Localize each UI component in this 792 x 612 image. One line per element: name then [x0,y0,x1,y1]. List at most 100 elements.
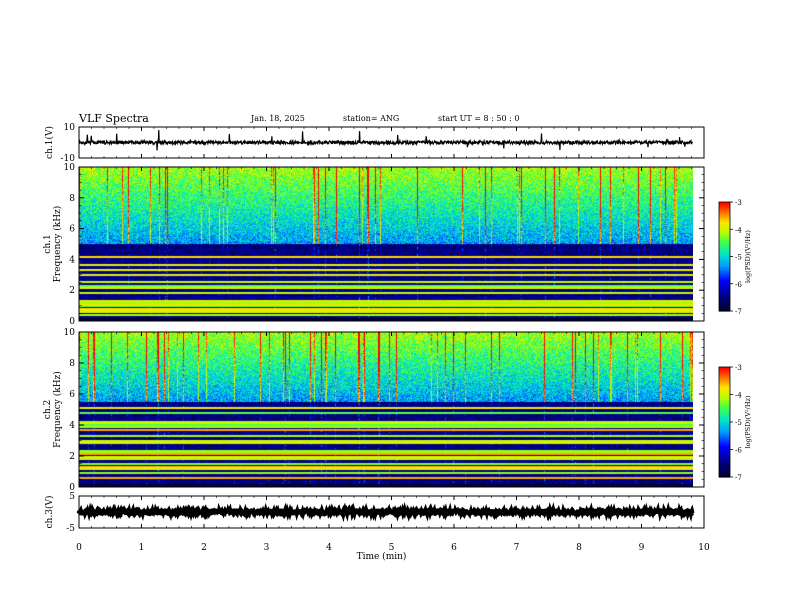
station-label: station= ANG [343,114,400,123]
colorbar-swatch [719,383,730,386]
x-tick-label: 5 [389,543,395,553]
colorbar-swatch [719,303,730,307]
colorbar-tick-label: -6 [735,447,742,455]
colorbar-swatch [719,412,730,416]
x-tick-label: 4 [326,543,332,553]
colorbar-swatch [719,211,730,214]
colorbar-swatch [719,372,730,375]
y-tick-label: 6 [69,225,75,235]
colorbar-swatch [719,205,730,209]
colorbar-swatch [719,466,730,469]
colorbar-swatch [719,307,730,310]
colorbar-swatch [719,203,730,207]
colorbar-swatch [719,231,730,234]
colorbar-swatch [719,444,730,447]
y-tick-label: 2 [69,286,75,296]
y-axis-label-line: Frequency (kHz) [52,371,63,448]
y-tick-label: 10 [64,163,76,173]
colorbar-swatch [719,258,730,261]
colorbar-swatch [719,254,730,258]
ch3-waveform-panel: 5 -5 ch.3(V) [44,492,705,534]
colorbar-swatch [719,207,730,210]
colorbar-swatch [719,249,730,252]
colorbar-label: log(PSD)(V²/Hz) [744,395,752,448]
colorbar-swatch [719,405,730,408]
colorbar-swatch [719,241,730,245]
x-tick-label: 6 [451,543,457,553]
y-tick-label: 8 [69,359,75,369]
colorbar-swatch [719,300,730,303]
colorbar-swatch [719,389,730,392]
colorbar-swatch [719,400,730,403]
x-tick-label: 10 [698,543,710,553]
start-time-label: start UT = 8 : 50 : 0 [438,114,520,123]
colorbar-swatch [719,471,730,474]
y-tick-label: 4 [69,421,75,431]
colorbar-swatch [719,214,730,218]
colorbar-swatch [719,475,730,478]
colorbar-swatch [719,434,730,438]
y-axis-label-line: ch.1 [43,234,53,253]
colorbar-swatch [719,464,730,467]
colorbar-swatch [719,256,730,259]
colorbar-swatch [719,469,730,473]
colorbar-swatch [719,225,730,229]
y-tick-label: 0 [69,483,75,493]
colorbar-swatch [719,414,730,418]
colorbar-swatch [719,221,730,225]
colorbar-swatch [719,274,730,278]
colorbar-swatch [719,252,730,256]
colorbar-swatch [719,447,730,451]
colorbar-swatch [719,440,730,443]
colorbar-swatch [719,223,730,227]
x-axis-label: Time (min) [357,551,407,562]
colorbar-tick-label: -6 [735,281,742,289]
colorbar-swatch [719,473,730,476]
time-axis: 0 1 2 3 4 5 6 7 8 9 10 Time (min) [76,543,710,562]
date-label: Jan. 18, 2025 [251,114,305,123]
colorbar-swatch [719,272,730,276]
colorbar-swatch [719,385,730,388]
colorbar-swatch [719,240,730,243]
colorbar-swatch [719,236,730,239]
colorbar-swatch [719,276,730,279]
waveform-trace [76,501,695,523]
colorbar-swatch [719,433,730,436]
y-tick-label: -5 [66,524,75,534]
colorbar-swatch [719,438,730,441]
y-axis-label: ch.3(V) [44,496,55,529]
colorbar-swatch [719,458,730,462]
x-tick-label: 0 [76,543,82,553]
colorbar-swatch [719,427,730,430]
y-axis-label-line: Frequency (kHz) [52,206,63,283]
colorbar-swatch [719,232,730,236]
colorbar-swatch [719,411,730,414]
colorbar-swatch [719,294,730,298]
colorbar-swatch [719,301,730,305]
colorbar-swatch [719,396,730,399]
colorbar-swatch [719,467,730,471]
colorbar-swatch [719,409,730,412]
colorbar-swatch [719,289,730,292]
spectrogram-image [79,332,693,487]
colorbar-swatch [719,234,730,238]
colorbar-swatch [719,245,730,249]
colorbar-tick-label: -3 [735,199,742,207]
colorbar-swatch [719,418,730,421]
colorbar-tick-label: -5 [735,254,742,262]
colorbar-swatch [719,285,730,288]
colorbar-swatch [719,376,730,379]
colorbar-swatch [719,291,730,294]
ch1-spectrogram-panel: 0 2 4 6 8 10 ch.1 Frequency (kHz) [43,163,705,327]
colorbar-swatch [719,370,730,374]
y-tick-label: -10 [61,154,76,164]
colorbar-label: log(PSD)(V²/Hz) [744,230,752,283]
y-axis-label: ch.1(V) [44,126,55,159]
colorbar-swatch [719,283,730,287]
colorbar-swatch [719,378,730,381]
colorbar-swatch [719,451,730,454]
ch2-spectrogram-panel: 0 2 4 6 8 10 ch.2 Frequency (kHz) [43,328,705,493]
colorbar-swatch [719,263,730,267]
colorbar-swatch [719,462,730,465]
colorbar-swatch [719,398,730,401]
